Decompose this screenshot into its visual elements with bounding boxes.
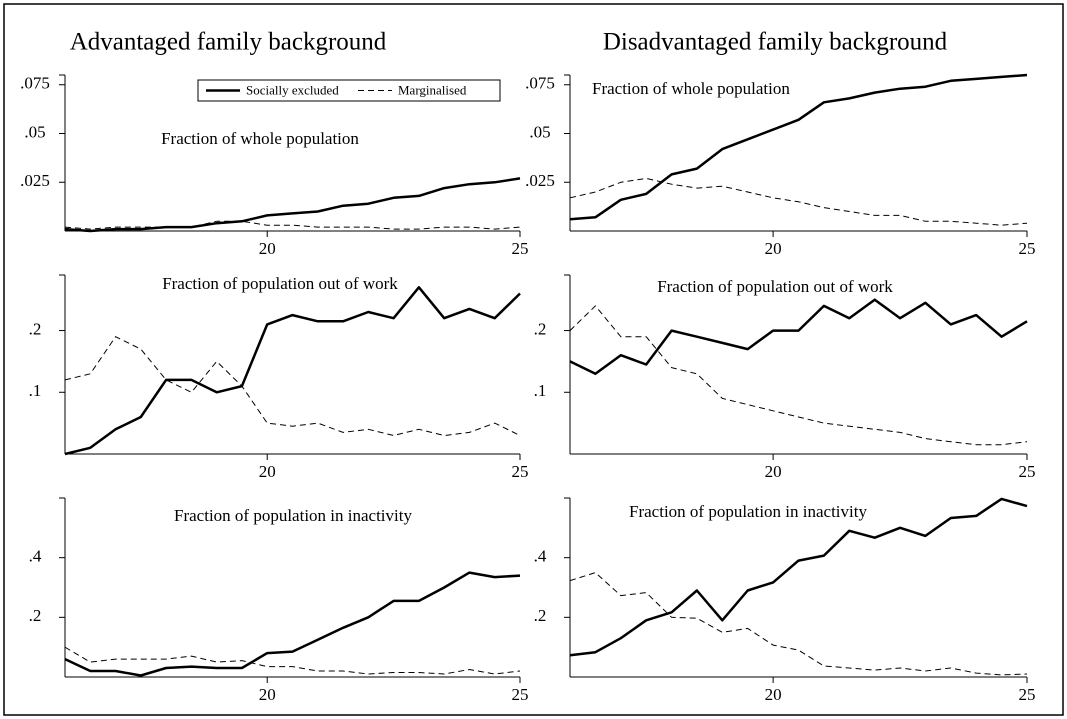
- column-title: Advantaged family background: [70, 29, 387, 56]
- x-tick-label: 25: [512, 462, 529, 481]
- y-tick-label: .2: [29, 319, 42, 338]
- y-tick-label: .025: [525, 171, 555, 190]
- x-tick-label: 25: [512, 685, 529, 704]
- x-tick-label: 20: [765, 239, 782, 258]
- x-tick-label: 25: [512, 239, 529, 258]
- panel-annotation: Fraction of population in inactivity: [629, 502, 867, 521]
- panel-annotation: Fraction of population out of work: [657, 277, 893, 296]
- y-tick-label: .05: [529, 122, 550, 141]
- y-tick-label: .025: [20, 171, 50, 190]
- legend-label: Marginalised: [398, 82, 467, 97]
- x-tick-label: 25: [1019, 685, 1036, 704]
- panel-annotation: Fraction of whole population: [592, 79, 790, 98]
- frame: [3, 3, 1064, 716]
- y-tick-label: .1: [29, 381, 42, 400]
- x-tick-label: 20: [259, 462, 276, 481]
- series-line: [64, 177, 521, 233]
- series-line: [569, 73, 1028, 221]
- series-line: [64, 571, 521, 677]
- series-line: [569, 572, 1028, 676]
- column-title: Disadvantaged family background: [603, 29, 948, 56]
- series-line: [64, 286, 521, 456]
- y-tick-label: .1: [534, 381, 547, 400]
- series-line: [569, 305, 1028, 446]
- series-line: [64, 220, 521, 230]
- series-line: [64, 646, 521, 675]
- legend-box: [197, 79, 501, 102]
- y-tick-label: .2: [29, 606, 42, 625]
- y-tick-label: .075: [20, 74, 50, 93]
- y-tick-label: .05: [24, 122, 45, 141]
- panel-annotation: Fraction of whole population: [161, 129, 359, 148]
- y-tick-label: .4: [29, 547, 42, 566]
- x-tick-label: 20: [259, 239, 276, 258]
- y-tick-label: .4: [534, 547, 547, 566]
- x-tick-label: 20: [259, 685, 276, 704]
- x-tick-label: 25: [1019, 239, 1036, 258]
- x-tick-label: 20: [765, 462, 782, 481]
- series-line: [64, 336, 521, 436]
- panel-annotation: Fraction of population in inactivity: [174, 506, 412, 525]
- y-tick-label: .2: [534, 606, 547, 625]
- panel-annotation: Fraction of population out of work: [162, 274, 398, 293]
- series-line: [569, 177, 1028, 226]
- x-tick-label: 25: [1019, 462, 1036, 481]
- y-tick-label: .075: [525, 74, 555, 93]
- legend-label: Socially excluded: [246, 82, 339, 97]
- x-tick-label: 20: [765, 685, 782, 704]
- series-line: [569, 298, 1028, 376]
- series-line: [569, 497, 1028, 657]
- y-tick-label: .2: [534, 319, 547, 338]
